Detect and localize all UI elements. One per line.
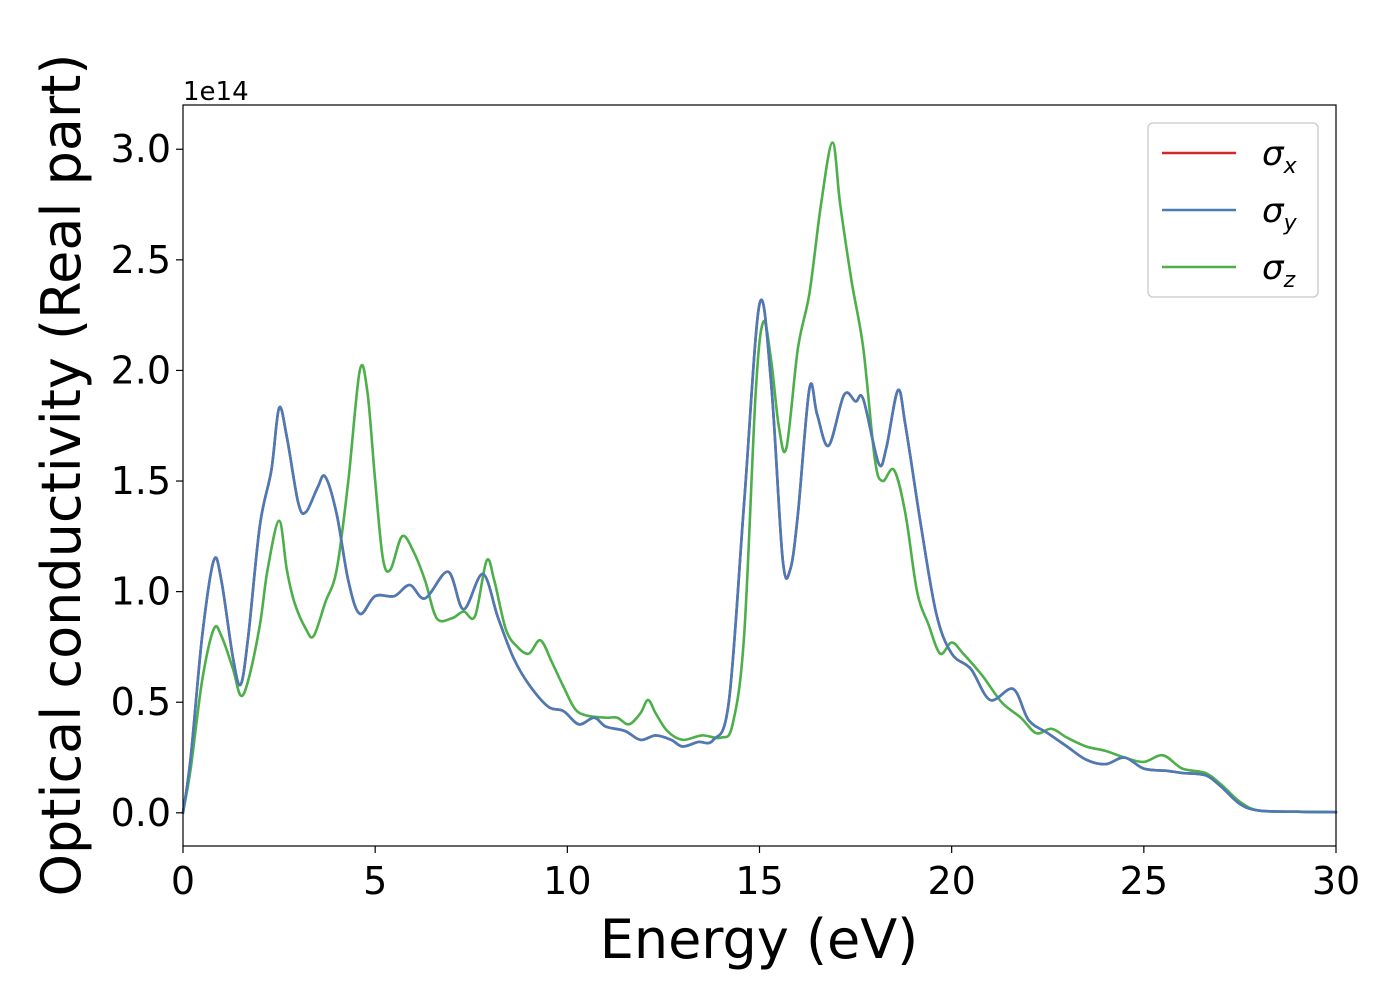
series-line-sigma-z [181,141,1338,815]
y-tick-label: 0.0 [111,791,171,835]
legend-label-sigma-z: σz [1262,248,1296,293]
x-axis-label: Energy (eV) [600,908,919,971]
y-tick-label: 2.0 [111,348,171,392]
y-offset-label: 1e14 [183,77,249,107]
x-tick-label: 20 [927,859,975,903]
y-tick-label: 1.5 [111,459,171,503]
x-axis-ticks: 0 5 10 15 20 25 30 [171,846,1360,903]
x-tick-label: 5 [363,859,387,903]
y-axis-ticks: 0.0 0.5 1.0 1.5 2.0 2.5 3.0 [111,127,183,835]
x-tick-label: 0 [171,859,195,903]
y-tick-label: 1.0 [111,570,171,614]
x-tick-label: 10 [543,859,591,903]
legend-label-sigma-y: σy [1262,191,1298,236]
y-axis-label: Optical conductivity (Real part) [30,54,93,897]
y-tick-label: 2.5 [111,238,171,282]
y-tick-label: 3.0 [111,127,171,171]
y-tick-label: 0.5 [111,680,171,724]
legend-label-sigma-x: σx [1262,134,1298,179]
series-line-sigma-x [181,298,1338,815]
x-tick-label: 30 [1312,859,1360,903]
series-layer [181,141,1338,815]
series-line-sigma-y [181,298,1338,815]
x-tick-label: 25 [1120,859,1168,903]
x-tick-label: 15 [735,859,783,903]
legend: σx σy σz [1147,122,1319,298]
